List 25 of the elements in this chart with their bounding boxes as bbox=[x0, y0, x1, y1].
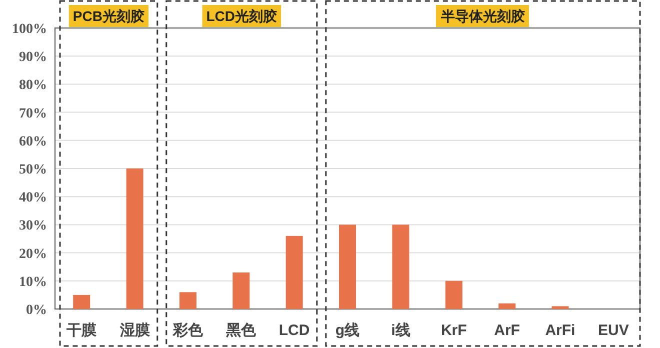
x-tick-label: ArFi bbox=[545, 322, 576, 339]
y-tick-label: 90% bbox=[19, 50, 47, 66]
y-tick-label: 20% bbox=[19, 246, 47, 262]
x-tick-label: 干膜 bbox=[66, 322, 97, 339]
x-tick-label: i线 bbox=[391, 322, 410, 339]
y-tick-label: 100% bbox=[12, 22, 47, 37]
y-tick-label: 0% bbox=[26, 303, 47, 318]
text: 半导体光刻胶 bbox=[440, 8, 525, 24]
x-tick-label: ArF bbox=[494, 322, 520, 339]
text: LCD光刻胶 bbox=[206, 8, 278, 24]
x-tick-label: 湿膜 bbox=[118, 322, 150, 339]
y-tick-label: 60% bbox=[19, 134, 47, 150]
y-tick-label: 70% bbox=[19, 106, 47, 122]
x-tick-label: KrF bbox=[440, 322, 467, 339]
x-tick-label: 彩色 bbox=[172, 322, 204, 339]
y-tick-label: 10% bbox=[19, 274, 47, 290]
text: PCB光刻胶 bbox=[72, 8, 144, 24]
y-tick-label: 50% bbox=[19, 162, 47, 178]
x-tick-label: EUV bbox=[598, 322, 629, 339]
x-tick-label: 黑色 bbox=[225, 322, 258, 339]
x-tick-label: g线 bbox=[335, 322, 360, 339]
y-tick-label: 40% bbox=[19, 190, 47, 206]
y-tick-label: 30% bbox=[19, 218, 47, 234]
y-tick-label: 80% bbox=[19, 78, 47, 94]
x-tick-label: LCD bbox=[278, 322, 310, 339]
